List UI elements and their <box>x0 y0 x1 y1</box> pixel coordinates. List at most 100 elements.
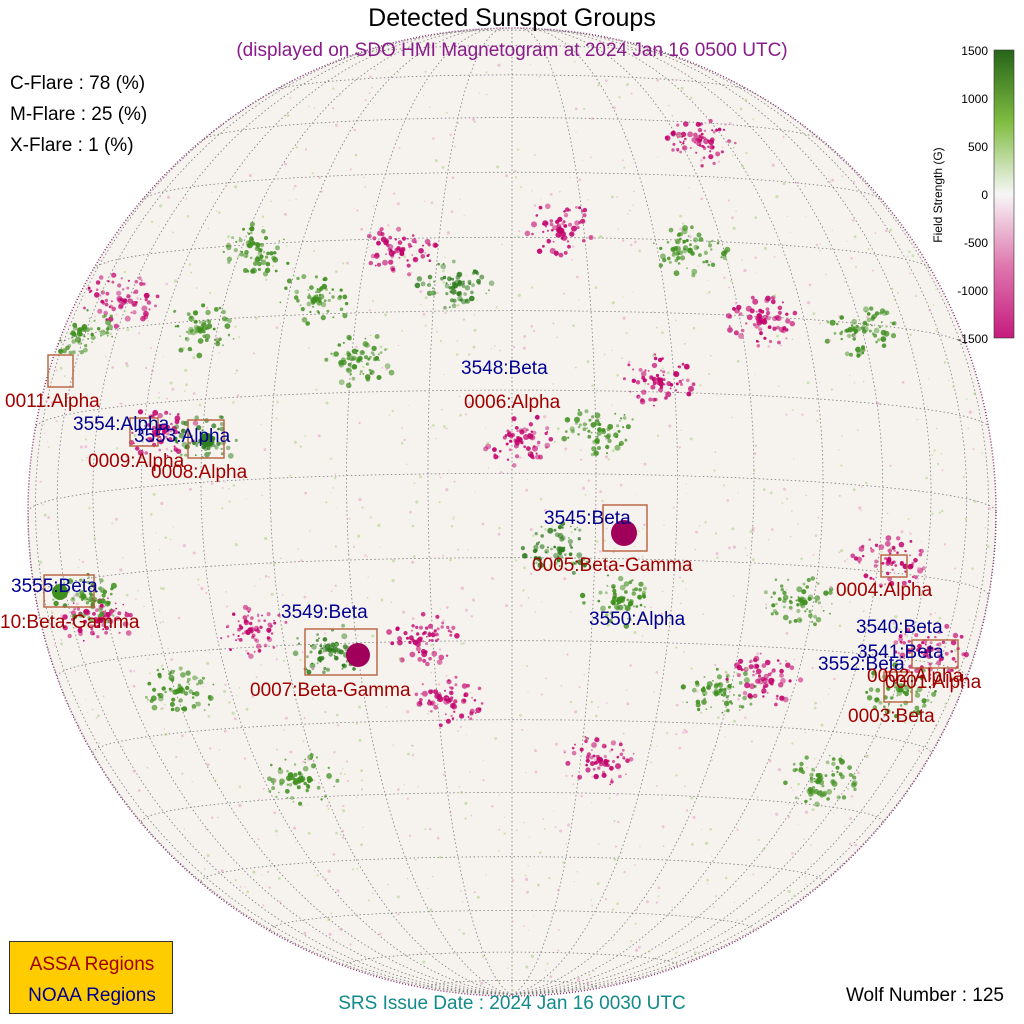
field-speckle <box>674 844 676 847</box>
field-patch <box>464 285 471 291</box>
field-patch <box>861 544 865 549</box>
field-speckle <box>962 476 965 479</box>
field-speckle <box>595 735 597 738</box>
field-patch <box>651 376 657 383</box>
field-speckle <box>789 535 792 538</box>
field-patch <box>473 699 477 702</box>
field-speckle <box>518 456 522 459</box>
field-speckle <box>423 251 427 255</box>
grid-line <box>511 78 990 995</box>
field-patch <box>247 232 251 235</box>
field-patch <box>338 649 344 655</box>
field-patch <box>823 590 829 596</box>
field-speckle <box>233 813 235 815</box>
field-speckle <box>725 671 728 674</box>
field-patch <box>419 698 423 702</box>
field-speckle <box>397 788 400 791</box>
field-patch <box>785 662 791 668</box>
field-patch <box>552 225 558 231</box>
field-patch <box>184 453 188 457</box>
field-speckle <box>457 122 460 124</box>
field-speckle <box>533 154 536 157</box>
field-patch <box>538 541 541 544</box>
field-speckle <box>578 178 582 181</box>
field-speckle <box>220 869 224 873</box>
field-patch <box>437 262 440 266</box>
field-patch <box>324 643 331 650</box>
field-patch <box>233 248 238 253</box>
field-speckle <box>860 509 862 512</box>
field-patch <box>302 765 309 772</box>
field-patch <box>334 655 339 661</box>
field-patch <box>625 424 631 430</box>
field-patch <box>862 554 865 558</box>
field-patch <box>663 383 666 386</box>
field-patch <box>698 237 704 242</box>
field-speckle <box>699 137 701 140</box>
field-patch <box>930 701 933 704</box>
field-patch <box>397 636 403 642</box>
field-patch <box>779 673 784 678</box>
field-speckle <box>50 532 53 534</box>
field-patch <box>176 324 180 328</box>
field-speckle <box>558 223 562 226</box>
field-patch <box>155 294 160 299</box>
field-patch <box>594 737 600 743</box>
field-speckle <box>541 601 543 603</box>
field-patch <box>147 698 149 701</box>
field-speckle <box>73 594 76 598</box>
field-patch <box>104 302 109 307</box>
field-speckle <box>848 292 850 295</box>
field-speckle <box>264 575 268 578</box>
field-speckle <box>727 141 731 144</box>
field-speckle <box>308 347 310 349</box>
field-speckle <box>543 415 547 419</box>
field-speckle <box>591 320 593 322</box>
field-patch <box>753 663 760 670</box>
field-speckle <box>713 906 715 908</box>
field-speckle <box>829 658 832 660</box>
field-patch <box>368 260 373 266</box>
field-speckle <box>245 498 247 500</box>
field-patch <box>870 547 872 550</box>
field-speckle <box>218 211 221 214</box>
field-patch <box>83 614 87 617</box>
field-speckle <box>653 958 655 960</box>
field-patch <box>420 281 426 287</box>
field-speckle <box>485 874 487 876</box>
field-patch <box>657 357 663 363</box>
field-patch <box>781 301 784 304</box>
field-speckle <box>813 758 816 760</box>
field-speckle <box>368 344 371 347</box>
field-speckle <box>332 87 335 90</box>
field-speckle <box>77 567 79 569</box>
field-speckle <box>335 507 337 509</box>
field-speckle <box>729 122 732 125</box>
field-patch <box>311 662 313 665</box>
field-patch <box>337 343 342 347</box>
field-patch <box>635 380 641 385</box>
field-speckle <box>411 617 415 621</box>
field-speckle <box>439 340 443 343</box>
field-patch <box>686 701 688 704</box>
field-patch <box>833 332 837 335</box>
field-patch <box>133 303 136 306</box>
field-speckle <box>358 498 362 502</box>
field-patch <box>134 289 139 294</box>
field-patch <box>376 240 381 246</box>
field-speckle <box>675 774 678 777</box>
field-speckle <box>753 452 757 455</box>
field-speckle <box>655 671 659 674</box>
field-patch <box>922 668 926 673</box>
field-patch <box>319 660 322 663</box>
field-speckle <box>482 759 484 761</box>
field-speckle <box>481 955 485 958</box>
field-patch <box>99 329 106 336</box>
field-speckle <box>806 766 808 769</box>
box-0008 <box>187 419 225 459</box>
field-speckle <box>573 881 576 883</box>
field-patch <box>624 590 628 594</box>
field-speckle <box>80 445 83 449</box>
field-patch <box>558 252 564 258</box>
field-speckle <box>605 565 609 568</box>
